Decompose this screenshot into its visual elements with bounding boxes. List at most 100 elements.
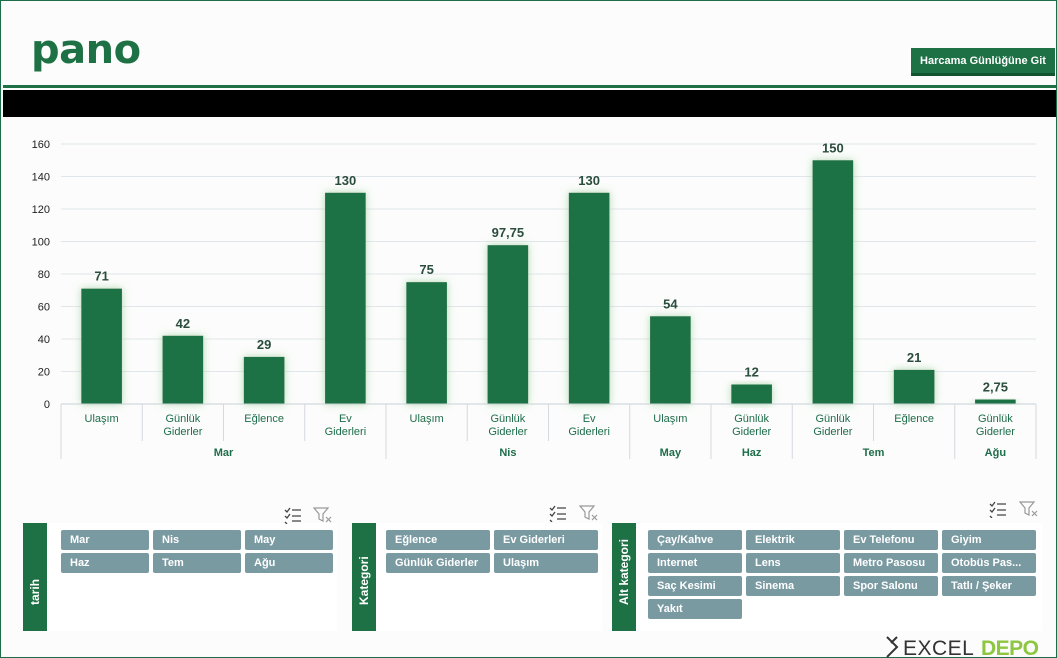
slicer-tarih: tarih Mar Nis May Haz Tem Ağu xyxy=(23,523,337,631)
clear-filter-icon[interactable] xyxy=(579,504,599,522)
category-label: Günlük Giderler xyxy=(813,413,852,438)
data-label: 75 xyxy=(419,262,433,277)
slicer-tarih-item[interactable]: Ağu xyxy=(245,553,333,573)
slicer-alt-kategori-item[interactable]: Saç Kesimi xyxy=(648,576,742,596)
bar xyxy=(243,356,285,404)
slicer-kategori-item[interactable]: Ev Giderleri xyxy=(494,530,598,550)
slicer-kategori-title: Kategori xyxy=(357,556,371,605)
category-label: Ev Giderleri xyxy=(325,413,367,438)
data-label: 97,75 xyxy=(492,225,525,240)
y-tick-label: 160 xyxy=(32,139,50,151)
svg-text:EXCEL: EXCEL xyxy=(903,637,974,658)
group-label: Mar xyxy=(214,447,234,459)
bar xyxy=(893,369,935,404)
header-band xyxy=(3,90,1056,117)
slicer-kategori-header: Kategori xyxy=(352,523,376,631)
bar xyxy=(812,160,854,404)
multi-select-icon[interactable] xyxy=(283,506,303,524)
group-label: May xyxy=(660,447,682,459)
exceldepo-logo: EXCEL DEPO xyxy=(886,636,1039,658)
y-tick-label: 20 xyxy=(38,367,50,379)
data-label: 130 xyxy=(578,173,600,188)
slicer-tarih-header: tarih xyxy=(23,523,47,631)
slicer-kategori-item[interactable]: Ulaşım xyxy=(494,553,598,573)
category-label: Günlük Giderler xyxy=(488,413,527,438)
bar xyxy=(650,316,691,404)
go-to-expense-log-button[interactable]: Harcama Günlüğüne Git xyxy=(911,48,1055,76)
y-tick-label: 60 xyxy=(38,302,50,314)
y-tick-label: 40 xyxy=(38,334,50,346)
slicer-alt-kategori-item[interactable]: Giyim xyxy=(942,530,1036,550)
chart-gridlines xyxy=(61,143,1036,372)
bar xyxy=(731,384,772,404)
slicer-tarih-item[interactable]: Nis xyxy=(153,530,241,550)
y-tick-label: 120 xyxy=(32,204,50,216)
y-tick-label: 0 xyxy=(44,399,50,411)
multi-select-icon[interactable] xyxy=(548,504,568,522)
data-label: 2,75 xyxy=(983,380,1008,395)
slicer-tarih-item[interactable]: May xyxy=(245,530,333,550)
data-label: 12 xyxy=(744,365,758,380)
slicer-alt-kategori-header: Alt kategori xyxy=(612,523,636,631)
category-label: Ulaşım xyxy=(653,413,687,425)
slicer-alt-kategori-item[interactable]: Internet xyxy=(648,553,742,573)
slicer-alt-kategori: Alt kategori Çay/Kahve Elektrik Ev Telefon… xyxy=(612,523,1042,631)
expense-bar-chart: 0 20 40 60 80 100 120 140 160 71 42 29 130 75 97,75 13… xyxy=(32,139,1037,459)
bar xyxy=(975,399,1016,404)
category-label: Ulaşım xyxy=(85,413,119,425)
slicer-alt-kategori-item[interactable]: Lens xyxy=(746,553,840,573)
clear-filter-icon[interactable] xyxy=(1019,500,1039,518)
y-axis: 0 20 40 60 80 100 120 140 160 xyxy=(32,139,50,411)
slicer-kategori: Kategori Eğlence Ev Giderleri Günlük Gider… xyxy=(352,523,602,631)
y-tick-label: 140 xyxy=(32,172,50,184)
data-label: 71 xyxy=(94,269,108,284)
data-label: 29 xyxy=(257,337,271,352)
group-label: Nis xyxy=(499,447,516,459)
category-label: Günlük Giderler xyxy=(976,413,1015,438)
bar xyxy=(325,192,366,404)
multi-select-icon[interactable] xyxy=(988,500,1008,518)
page-title: pano xyxy=(31,27,141,73)
y-tick-label: 100 xyxy=(32,237,50,249)
y-tick-label: 80 xyxy=(38,269,50,281)
bar xyxy=(406,282,447,404)
slicer-alt-kategori-item[interactable]: Metro Pasosu xyxy=(844,553,938,573)
slicer-alt-kategori-item[interactable]: Çay/Kahve xyxy=(648,530,742,550)
slicer-alt-kategori-item[interactable]: Elektrik xyxy=(746,530,840,550)
category-label: Günlük Giderler xyxy=(732,413,771,438)
group-label: Tem xyxy=(863,447,885,459)
slicer-alt-kategori-item[interactable]: Yakıt xyxy=(648,599,742,619)
data-label: 130 xyxy=(335,173,357,188)
slicer-alt-kategori-item[interactable]: Sinema xyxy=(746,576,840,596)
group-label: Haz xyxy=(742,447,762,459)
slicer-tarih-item[interactable]: Mar xyxy=(61,530,149,550)
clear-filter-icon[interactable] xyxy=(313,506,333,524)
category-label: Günlük Giderler xyxy=(163,413,202,438)
svg-text:DEPO: DEPO xyxy=(981,637,1039,658)
bar xyxy=(162,335,204,404)
slicer-tarih-item[interactable]: Tem xyxy=(153,553,241,573)
bar xyxy=(81,288,122,404)
slicer-tarih-title: tarih xyxy=(28,578,42,605)
data-label: 42 xyxy=(176,316,190,331)
bar xyxy=(487,245,529,404)
slicer-tarih-item[interactable]: Haz xyxy=(61,553,149,573)
slicer-kategori-item[interactable]: Günlük Giderler xyxy=(386,553,490,573)
data-label: 150 xyxy=(822,140,844,155)
chart-bars: 71 42 29 130 75 97,75 130 54 12 150 21 2,75 xyxy=(81,140,1016,404)
slicer-alt-kategori-item[interactable]: Tatlı / Şeker xyxy=(942,576,1036,596)
slicer-kategori-item[interactable]: Eğlence xyxy=(386,530,490,550)
x-axis: Ulaşım Günlük Giderler Eğlence Ev Giderleri Ma… xyxy=(60,403,1037,459)
category-label: Ev Giderleri xyxy=(568,413,610,438)
slicer-alt-kategori-item[interactable]: Otobüs Pas... xyxy=(942,553,1036,573)
category-label: Eğlence xyxy=(244,413,284,425)
category-label: Eğlence xyxy=(894,413,934,425)
slicer-alt-kategori-item[interactable]: Ev Telefonu xyxy=(844,530,938,550)
bar xyxy=(568,192,610,404)
header-divider xyxy=(3,85,1056,88)
slicer-alt-kategori-item[interactable]: Spor Salonu xyxy=(844,576,938,596)
slicer-alt-kategori-title: Alt kategori xyxy=(617,538,631,605)
data-label: 54 xyxy=(663,296,678,311)
data-label: 21 xyxy=(907,350,921,365)
